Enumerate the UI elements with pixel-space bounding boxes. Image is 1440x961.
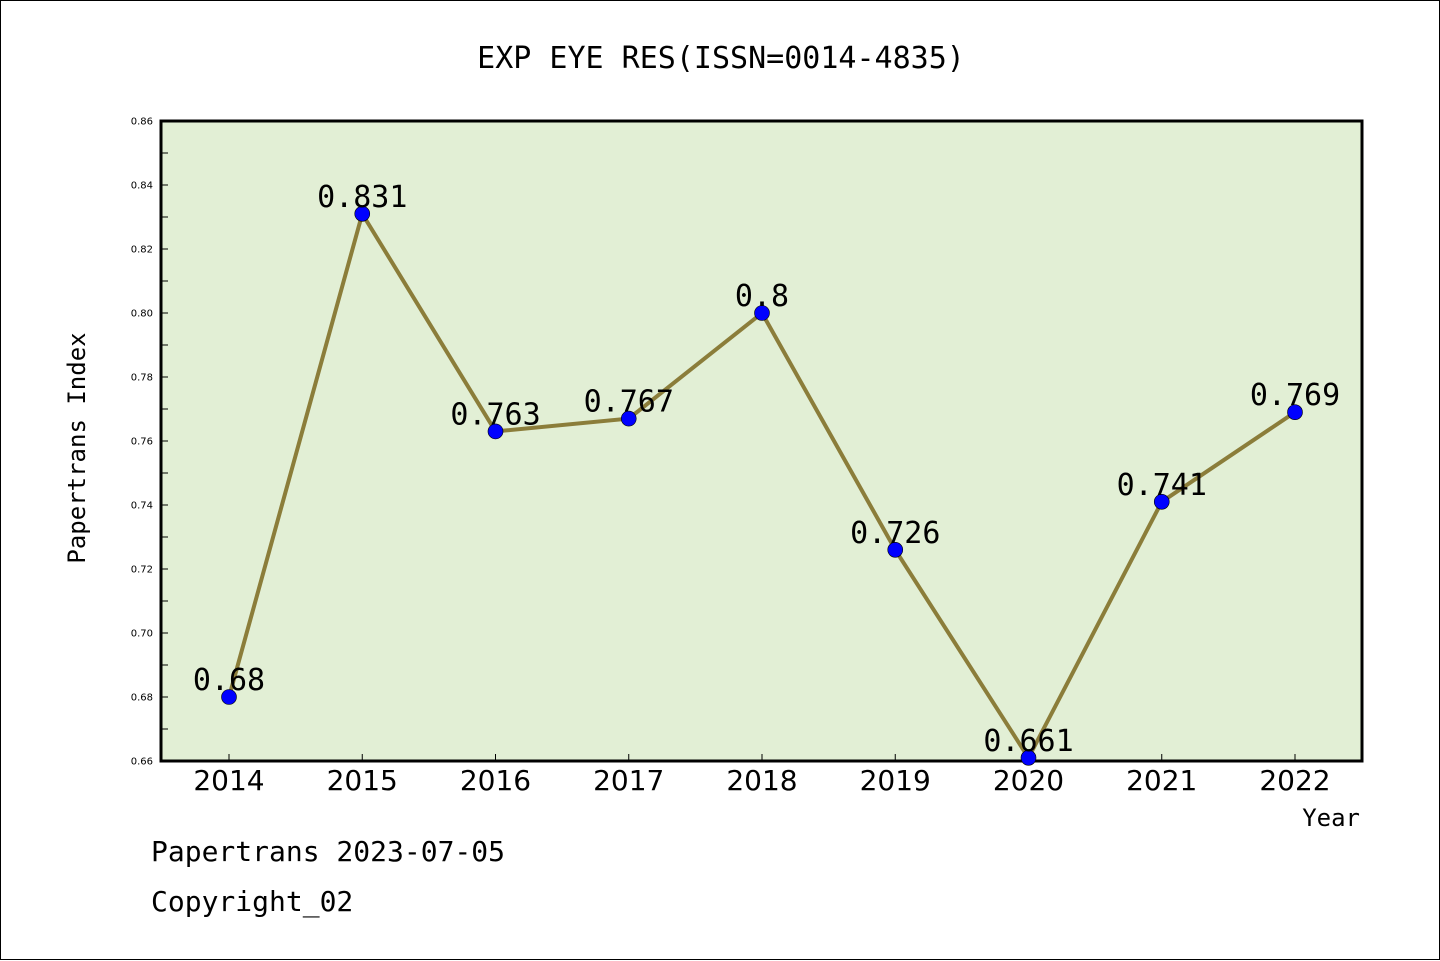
y-axis-title: Papertrans Index (63, 332, 91, 563)
y-tick-label: 0.66 (131, 757, 153, 768)
data-label: 0.763 (450, 397, 540, 432)
footer-date: Papertrans 2023-07-05 (151, 835, 506, 868)
data-label: 0.831 (317, 180, 407, 215)
y-tick-label: 0.84 (131, 181, 153, 192)
y-tick-label: 0.80 (131, 309, 153, 320)
x-tick-label: 2019 (860, 764, 931, 797)
data-label: 0.741 (1117, 468, 1207, 503)
y-axis: 0.66 0.68 0.70 0.72 0.74 0.76 0.78 0.80 0.82 0.84… (131, 117, 168, 768)
x-tick-label: 2020 (993, 764, 1064, 797)
x-axis-title: Year (1302, 804, 1360, 832)
x-tick-label: 2014 (193, 764, 264, 797)
x-axis: 2014 2015 2016 2017 2018 2019 2020 2021 2022 (193, 754, 1331, 797)
data-label: 0.661 (983, 724, 1073, 759)
chart-title: EXP EYE RES(ISSN=0014-4835) (477, 41, 965, 76)
y-tick-label: 0.72 (131, 565, 153, 576)
data-point (620, 410, 637, 427)
series-layer (221, 206, 1303, 766)
data-point (754, 305, 770, 321)
x-tick-label: 2022 (1259, 764, 1330, 797)
x-tick-label: 2021 (1126, 764, 1197, 797)
plot-area (159, 119, 1364, 763)
data-label: 0.767 (584, 385, 674, 420)
footer-copyright: Copyright_02 (151, 885, 354, 918)
data-point (1287, 404, 1303, 421)
y-tick-label: 0.74 (131, 501, 153, 512)
y-tick-label: 0.82 (131, 245, 153, 256)
data-label: 0.726 (850, 516, 940, 551)
data-point (221, 689, 237, 705)
y-tick-label: 0.78 (131, 373, 153, 384)
x-tick-label: 2017 (593, 764, 664, 797)
data-point (354, 206, 371, 222)
data-point (887, 541, 904, 558)
y-tick-label: 0.70 (131, 629, 153, 640)
x-tick-label: 2018 (726, 764, 797, 797)
data-point (487, 423, 504, 440)
data-label: 0.8 (735, 279, 789, 314)
y-tick-label: 0.86 (131, 117, 153, 128)
x-tick-label: 2015 (327, 764, 398, 797)
data-point (1153, 493, 1170, 510)
y-tick-label: 0.76 (131, 437, 153, 448)
y-tick-label: 0.68 (131, 693, 153, 704)
data-label: 0.68 (193, 663, 265, 698)
x-tick-label: 2016 (460, 764, 531, 797)
data-point (1020, 749, 1037, 766)
data-label-layer: 0.68 0.831 0.763 0.767 0.8 0.726 0.661 0.741 0.7… (193, 180, 1340, 759)
data-label: 0.769 (1250, 378, 1340, 413)
